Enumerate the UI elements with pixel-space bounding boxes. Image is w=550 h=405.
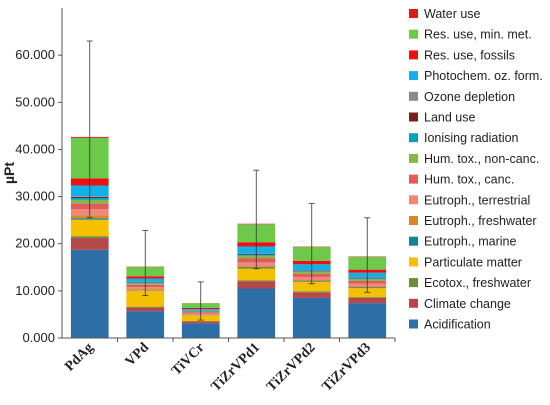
bar-segment (348, 303, 387, 338)
legend-label: Water use (424, 7, 481, 21)
bar-segment (126, 307, 165, 312)
category-label: TiVCr (169, 340, 207, 378)
legend-label: Ecotox., freshwater (424, 276, 531, 290)
legend-label: Hum. tox., non-canc. (424, 152, 539, 166)
y-tick-label: 10.000 (15, 283, 55, 298)
legend-label: Res. use, min. met. (424, 28, 532, 42)
legend-label: Eutroph., marine (424, 235, 516, 249)
bar-segment (126, 306, 165, 308)
legend-swatch (409, 257, 418, 267)
legend-swatch (409, 278, 418, 288)
legend-swatch (409, 195, 418, 205)
y-tick-label: 0.000 (22, 330, 55, 345)
bar-segment (126, 311, 165, 338)
bar-segment (237, 268, 276, 281)
legend: Water use Res. use, min. met. Res. use, fo… (409, 7, 543, 332)
legend-swatch (409, 29, 418, 39)
legend-swatch (409, 216, 418, 225)
bar-segment (237, 280, 276, 282)
bar-segment (70, 236, 109, 239)
legend-label: Photochem. oz. form. (424, 69, 543, 83)
legend-swatch (409, 112, 418, 122)
legend-label: Eutroph., terrestrial (424, 193, 530, 207)
legend-label: Ozone depletion (424, 90, 515, 104)
category-label: VPd (123, 340, 152, 369)
legend-label: Acidification (424, 318, 491, 332)
category-label: TiZrVPd3 (320, 340, 374, 394)
legend-swatch (409, 50, 418, 60)
legend-label: Climate change (424, 297, 511, 311)
bar-segment (292, 281, 331, 292)
legend-swatch (409, 298, 418, 308)
category-label: TiZrVPd2 (264, 340, 318, 394)
legend-swatch (409, 133, 418, 143)
legend-label: Ionising radiation (424, 131, 519, 145)
x-axis: PdAg VPd TiVCr TiZrVPd1 TiZrVPd2 TiZrVPd3 (62, 337, 396, 395)
bar-segment (70, 238, 109, 250)
plot-area (70, 40, 387, 338)
legend-swatch (409, 236, 418, 246)
bar-segment (126, 290, 165, 307)
legend-swatch (409, 153, 418, 163)
bar-segment (181, 321, 220, 324)
legend-label: Res. use, fossils (424, 48, 515, 62)
legend-label: Particulate matter (424, 255, 522, 269)
bar-segment (237, 288, 276, 338)
legend-swatch (409, 71, 418, 81)
y-tick-label: 30.000 (15, 189, 55, 204)
legend-label: Eutroph., freshwater (424, 214, 537, 228)
y-tick-label: 20.000 (15, 236, 55, 251)
bar-segment (292, 291, 331, 293)
bar-segment (181, 323, 220, 338)
y-tick-label: 40.000 (15, 141, 55, 156)
category-label: TiZrVPd1 (209, 340, 263, 394)
category-label: PdAg (62, 340, 96, 374)
legend-swatch (409, 174, 418, 184)
bar-segment (70, 218, 109, 220)
legend-label: Hum. tox., canc. (424, 173, 514, 187)
y-axis-title: µPt (1, 162, 17, 184)
legend-swatch (409, 91, 418, 101)
bar-segment (292, 297, 331, 338)
legend-swatch (409, 9, 418, 18)
bar-segment (237, 281, 276, 289)
y-axis: 0.000 10.000 20.000 30.000 40.000 50.000 60.00… (15, 8, 63, 345)
bar-segment (292, 292, 331, 298)
y-tick-label: 50.000 (15, 94, 55, 109)
bar-segment (70, 249, 109, 338)
bar-segment (348, 297, 387, 298)
legend-swatch (409, 319, 418, 329)
legend-label: Land use (424, 111, 475, 125)
y-tick-label: 60.000 (15, 47, 55, 62)
bar-segment (70, 219, 109, 237)
bar-segment (348, 297, 387, 304)
